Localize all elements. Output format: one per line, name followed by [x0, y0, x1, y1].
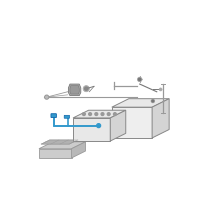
Circle shape — [139, 78, 141, 81]
Circle shape — [95, 113, 98, 115]
Polygon shape — [72, 142, 85, 158]
Circle shape — [159, 88, 162, 91]
Polygon shape — [112, 99, 169, 107]
Polygon shape — [110, 110, 126, 141]
Polygon shape — [152, 99, 169, 138]
Polygon shape — [73, 110, 126, 118]
Circle shape — [152, 100, 154, 102]
FancyBboxPatch shape — [64, 115, 69, 118]
Circle shape — [46, 96, 48, 98]
Polygon shape — [112, 107, 152, 138]
Polygon shape — [41, 140, 78, 144]
Polygon shape — [73, 118, 110, 141]
Circle shape — [137, 77, 142, 82]
Circle shape — [151, 99, 155, 103]
Polygon shape — [39, 149, 72, 158]
Circle shape — [85, 87, 88, 90]
Circle shape — [107, 113, 110, 115]
Circle shape — [101, 113, 104, 115]
Polygon shape — [70, 86, 79, 94]
Polygon shape — [39, 142, 85, 149]
Circle shape — [83, 86, 89, 92]
Polygon shape — [68, 84, 81, 96]
Circle shape — [114, 113, 116, 115]
Circle shape — [83, 113, 85, 115]
Circle shape — [89, 113, 91, 115]
Circle shape — [45, 95, 49, 99]
FancyBboxPatch shape — [51, 114, 56, 118]
Circle shape — [97, 124, 101, 128]
